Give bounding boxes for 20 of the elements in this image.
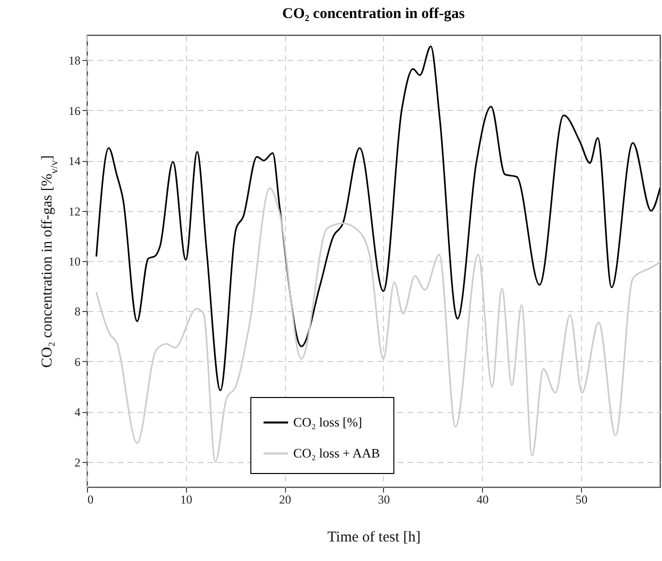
y-tick-label: 16 xyxy=(68,104,80,118)
x-tick-label: 10 xyxy=(180,492,192,506)
y-tick-label: 8 xyxy=(74,304,80,319)
y-tick-label: 2 xyxy=(74,455,80,470)
y-tick-label: 4 xyxy=(74,405,80,420)
legend-label: CO₂ loss + AAB xyxy=(293,446,380,460)
x-tick-label: 50 xyxy=(575,492,588,506)
x-tick-label: 0 xyxy=(88,492,94,506)
line-series xyxy=(96,46,660,392)
x-tick-label: 40 xyxy=(476,492,489,506)
x-tick-label: 20 xyxy=(279,492,292,506)
y-tick-label: 6 xyxy=(74,354,80,369)
chart-title: CO₂ concentration in off-gas xyxy=(282,6,465,22)
x-tick-label: 30 xyxy=(378,492,390,506)
y-tick-label: 18 xyxy=(68,54,80,68)
y-tick-label: 12 xyxy=(68,204,80,218)
x-axis-title: Time of test [h] xyxy=(327,530,421,546)
legend-label: CO₂ loss [%] xyxy=(293,414,362,430)
y-tick-label: 10 xyxy=(68,254,80,268)
y-tick-label: 14 xyxy=(68,154,80,168)
